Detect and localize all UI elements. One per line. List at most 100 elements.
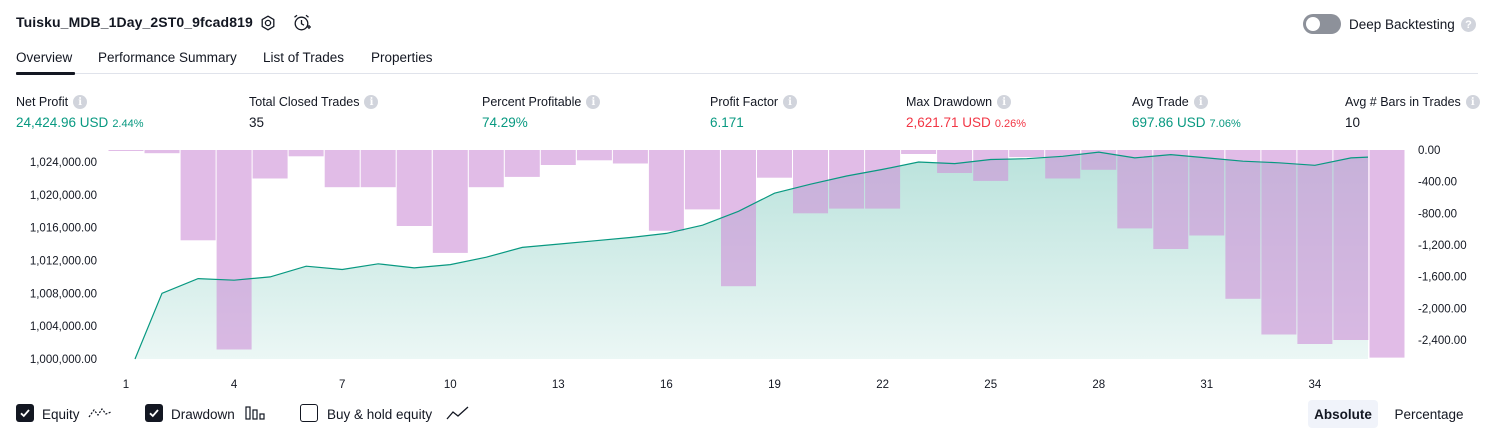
drawdown-bar	[937, 150, 973, 173]
drawdown-bar	[757, 150, 792, 178]
drawdown-bar	[901, 150, 937, 154]
info-icon[interactable]: i	[997, 95, 1012, 109]
deep-backtesting-label: Deep Backtesting	[1349, 17, 1455, 32]
tab-overview[interactable]: Overview	[16, 50, 73, 65]
drawdown-bar	[612, 150, 648, 164]
drawdown-bar	[1189, 150, 1225, 236]
tab-performance-summary[interactable]: Performance Summary	[98, 50, 237, 65]
strategy-title: Tuisku_MDB_1Day_2ST0_9fcad819	[16, 14, 253, 30]
drawdown-bar	[216, 150, 252, 350]
drawdown-legend-label[interactable]: Drawdown	[171, 407, 235, 422]
drawdown-checkbox[interactable]	[145, 404, 163, 422]
percentage-button[interactable]: Percentage	[1394, 406, 1464, 422]
drawdown-bar	[865, 150, 901, 209]
x-axis-tick-label: 31	[1200, 379, 1213, 391]
buy-hold-line-icon	[446, 404, 470, 427]
metric-value: 74.29%	[482, 115, 528, 130]
drawdown-bar	[721, 150, 756, 287]
drawdown-bar	[973, 150, 1009, 181]
metric-avg-trade: Avg Trade i 697.86 USD 7.06%	[1132, 95, 1241, 130]
equity-legend-label[interactable]: Equity	[42, 407, 80, 422]
drawdown-bar	[576, 150, 612, 161]
add-alert-clock-icon[interactable]	[292, 13, 312, 33]
x-axis-tick-label: 22	[876, 379, 889, 391]
info-icon[interactable]: i	[783, 95, 798, 109]
drawdown-bar	[648, 150, 684, 231]
metric-label: Avg Trade	[1132, 95, 1189, 109]
deep-backtesting-toggle[interactable]	[1303, 14, 1341, 34]
info-icon[interactable]: i	[586, 95, 601, 109]
tab-properties[interactable]: Properties	[371, 50, 433, 65]
right-axis-tick-label: -2,400.00	[1418, 335, 1467, 347]
settings-icon[interactable]	[258, 13, 278, 33]
metric-total-closed-trades: Total Closed Trades i 35	[249, 95, 379, 130]
active-tab-indicator	[16, 72, 75, 75]
drawdown-bar	[684, 150, 720, 210]
drawdown-bar	[468, 150, 504, 188]
metric-value: 10	[1345, 115, 1361, 130]
equity-checkbox[interactable]	[16, 404, 34, 422]
tabs-divider	[16, 73, 1478, 74]
buy-hold-equity-checkbox[interactable]	[300, 404, 318, 422]
metric-label: Total Closed Trades	[249, 95, 360, 109]
left-axis-tick-label: 1,012,000.00	[30, 256, 97, 268]
absolute-button[interactable]: Absolute	[1308, 400, 1378, 428]
metric-label: Profit Factor	[710, 95, 779, 109]
x-axis-tick-label: 4	[231, 379, 238, 391]
left-axis-tick-label: 1,016,000.00	[30, 223, 97, 235]
metric-value: 24,424.96 USD 2.44%	[16, 115, 144, 130]
x-axis-tick-label: 34	[1309, 379, 1322, 391]
tab-list-of-trades[interactable]: List of Trades	[263, 50, 345, 65]
metric-label: Max Drawdown	[906, 95, 993, 109]
right-axis-tick-label: -1,600.00	[1418, 272, 1467, 284]
equity-drawdown-chart[interactable]: 1,000,000.00 1,004,000.00 1,008,000.00 1,01…	[0, 140, 1494, 395]
equity-line-icon	[88, 404, 112, 427]
toggle-knob	[1306, 17, 1320, 31]
metric-label: Net Profit	[16, 95, 69, 109]
drawdown-bar	[360, 150, 396, 188]
right-axis-tick-label: -2,000.00	[1418, 303, 1467, 315]
drawdown-bar	[1333, 150, 1369, 340]
x-axis-tick-label: 19	[768, 379, 781, 391]
info-icon[interactable]: i	[73, 95, 88, 109]
right-axis-tick-label: -800.00	[1418, 208, 1457, 220]
left-axis-tick-label: 1,024,000.00	[30, 157, 97, 169]
metric-value: 35	[249, 115, 265, 130]
drawdown-bar	[144, 150, 180, 154]
drawdown-bar	[1009, 150, 1045, 158]
metric-max-drawdown: Max Drawdown i 2,621.71 USD 0.26%	[906, 95, 1026, 130]
help-icon[interactable]: ?	[1461, 17, 1476, 32]
x-axis-tick-label: 7	[339, 379, 345, 391]
metric-value: 697.86 USD 7.06%	[1132, 115, 1241, 130]
drawdown-bar	[288, 150, 324, 157]
drawdown-bar	[396, 150, 432, 226]
drawdown-bar	[829, 150, 865, 209]
left-axis-tick-label: 1,008,000.00	[30, 288, 97, 300]
left-axis-tick-label: 1,000,000.00	[30, 354, 97, 366]
drawdown-bar	[540, 150, 576, 165]
metric-label: Avg # Bars in Trades	[1345, 95, 1461, 109]
drawdown-bar	[1369, 150, 1405, 358]
drawdown-bar	[252, 150, 288, 179]
info-icon[interactable]: i	[364, 95, 379, 109]
info-icon[interactable]: i	[1465, 95, 1480, 109]
drawdown-bar	[1261, 150, 1297, 335]
drawdown-bar	[1153, 150, 1189, 249]
x-axis-tick-label: 1	[123, 379, 129, 391]
drawdown-bars-icon	[245, 404, 267, 427]
metric-avg-bars-in-trades: Avg # Bars in Trades i 10	[1345, 95, 1480, 130]
right-axis-tick-label: 0.00	[1418, 145, 1440, 157]
x-axis-tick-label: 28	[1092, 379, 1105, 391]
drawdown-bar	[1225, 150, 1261, 299]
buy-hold-equity-legend-label[interactable]: Buy & hold equity	[327, 407, 433, 422]
drawdown-bar	[108, 150, 144, 151]
equity-line	[134, 151, 1369, 360]
drawdown-bar	[1297, 150, 1333, 344]
info-icon[interactable]: i	[1193, 95, 1208, 109]
x-axis-tick-label: 16	[660, 379, 673, 391]
drawdown-bar	[180, 150, 216, 241]
drawdown-bar	[504, 150, 540, 177]
metric-profit-factor: Profit Factor i 6.171	[710, 95, 798, 130]
metric-net-profit: Net Profit i 24,424.96 USD 2.44%	[16, 95, 144, 130]
right-axis-tick-label: -400.00	[1418, 177, 1457, 189]
